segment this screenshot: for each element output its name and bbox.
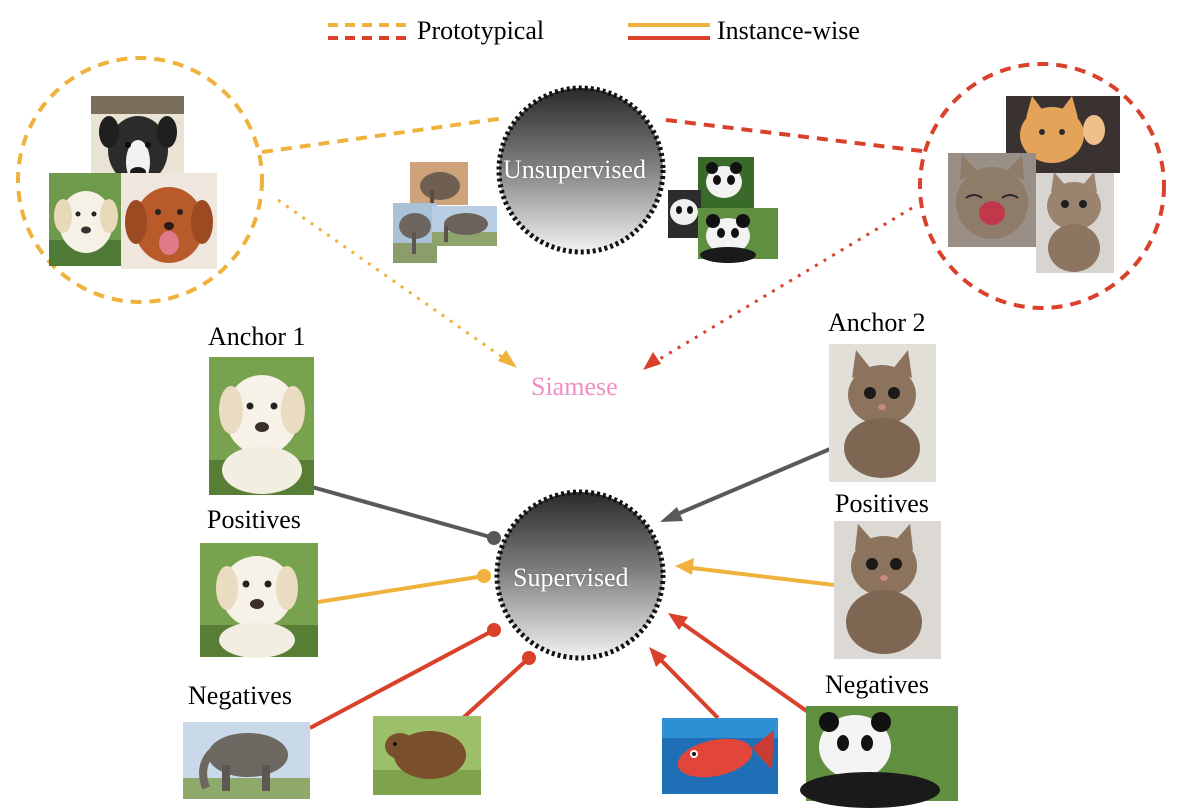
- negative-fish-photo: [662, 718, 778, 794]
- elephant-photo-3: [432, 206, 497, 246]
- anchor2-label: Anchor 2: [828, 308, 926, 337]
- elephant-photo-1: [410, 162, 468, 205]
- cat-photo-tabby: [1036, 172, 1114, 273]
- anchor1-photo: [209, 357, 314, 495]
- negatives-left-label: Negatives: [188, 681, 292, 710]
- negative-fish-link: [654, 653, 720, 720]
- supervised-label: Supervised: [513, 563, 629, 592]
- unsupervised-hub: [496, 85, 666, 255]
- siamese-label: Siamese: [531, 372, 618, 401]
- legend-prototypical-label: Prototypical: [417, 16, 545, 45]
- positive-right-photo: [834, 521, 941, 659]
- dogs-to-siamese-arrowhead: [498, 350, 517, 368]
- negative-elephant-link: [309, 628, 495, 730]
- negative-bear-link-dot: [522, 651, 536, 665]
- anchor1-label: Anchor 1: [208, 322, 306, 351]
- positive-left-link: [317, 574, 485, 604]
- positive-left-photo: [200, 543, 318, 658]
- negative-panda-photo: [800, 706, 958, 808]
- cats-to-siamese-arrow: [647, 206, 913, 368]
- negative-panda-link: [674, 617, 810, 714]
- positives-left-label: Positives: [207, 505, 301, 534]
- positive-right-link: [683, 565, 835, 587]
- negative-fish-arrowhead: [649, 647, 667, 667]
- dog-photo-retriever: [121, 173, 217, 269]
- legend-instance-wise-label: Instance-wise: [717, 16, 860, 45]
- legend: [328, 23, 710, 40]
- cats-cluster-circle: [918, 62, 1166, 310]
- dogs-cluster-circle: [16, 56, 264, 304]
- negative-elephant-photo: [183, 722, 310, 799]
- anchor1-link: [311, 485, 495, 540]
- cat-photo-yawning: [948, 153, 1036, 247]
- panda-photo-1: [698, 157, 754, 210]
- cats-to-unsupervised-line: [665, 118, 931, 154]
- unsupervised-label: Unsupervised: [503, 155, 646, 184]
- negatives-right-label: Negatives: [825, 670, 929, 699]
- dog-photo-labrador: [49, 173, 122, 266]
- anchor2-photo: [829, 344, 936, 482]
- negative-bear-link: [461, 656, 531, 720]
- anchor1-link-dot: [487, 531, 501, 545]
- elephant-photo-2: [393, 203, 437, 263]
- supervised-hub: [494, 489, 666, 661]
- negative-bear-photo: [373, 716, 481, 795]
- positive-left-link-dot: [477, 569, 491, 583]
- panda-photo-3: [698, 208, 778, 263]
- anchor2-link: [667, 447, 831, 520]
- negative-elephant-link-dot: [487, 623, 501, 637]
- dogs-to-unsupervised-line: [261, 116, 506, 154]
- positives-right-label: Positives: [835, 489, 929, 518]
- dogs-to-siamese-arrow: [277, 198, 513, 366]
- cats-to-siamese-arrowhead: [643, 352, 661, 370]
- negative-panda-arrowhead: [668, 613, 688, 630]
- anchor2-arrowhead: [660, 507, 683, 522]
- panda-photo-2: [668, 190, 701, 238]
- positive-right-arrowhead: [675, 558, 694, 575]
